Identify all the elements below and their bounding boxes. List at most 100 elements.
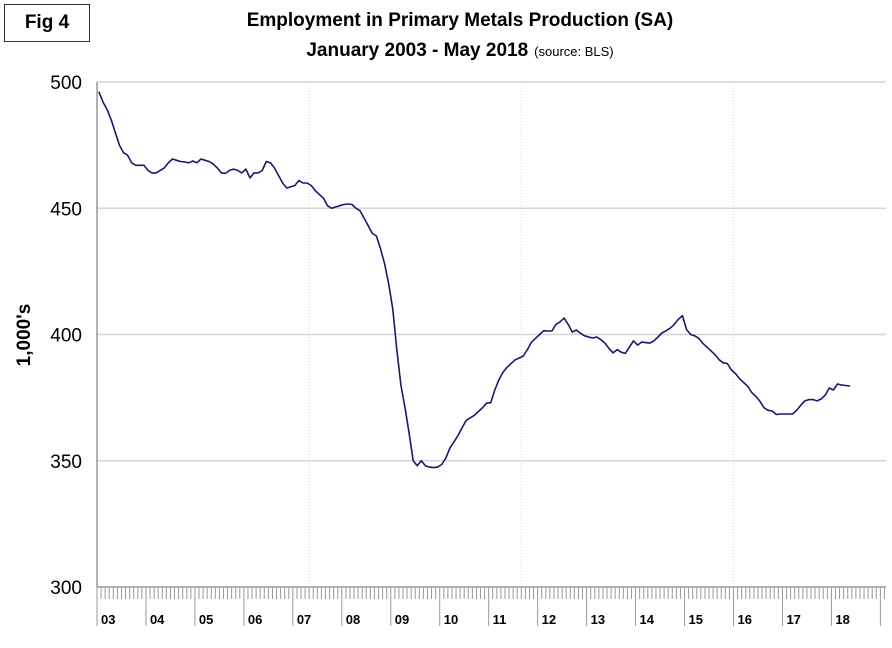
data-point — [575, 329, 577, 331]
x-tick-label: 13 — [591, 612, 605, 627]
data-point — [486, 402, 488, 404]
data-point — [559, 321, 561, 323]
data-point — [555, 323, 557, 325]
data-point — [698, 337, 700, 339]
x-tick-label: 08 — [346, 612, 360, 627]
data-point — [612, 352, 614, 354]
x-tick-label: 18 — [835, 612, 849, 627]
data-point — [604, 342, 606, 344]
data-point — [738, 378, 741, 380]
data-point — [420, 460, 422, 462]
data-point — [783, 413, 786, 415]
data-point — [330, 207, 333, 209]
x-tick-label: 14 — [640, 612, 655, 627]
data-point — [184, 161, 186, 163]
data-point — [269, 162, 271, 164]
data-point — [318, 193, 320, 195]
x-tick-label: 03 — [101, 612, 115, 627]
data-point — [645, 341, 647, 344]
data-point — [681, 314, 684, 317]
data-point — [714, 354, 716, 356]
data-point — [673, 323, 675, 325]
data-point — [836, 383, 839, 385]
y-axis-label: 1,000's — [14, 304, 35, 367]
data-point — [163, 167, 165, 169]
data-point — [608, 347, 610, 349]
y-tick-label: 500 — [50, 73, 82, 94]
data-point — [306, 182, 308, 184]
data-point — [102, 101, 104, 103]
data-point — [171, 158, 174, 160]
data-point — [641, 341, 643, 343]
data-point — [755, 395, 757, 397]
data-point — [343, 203, 345, 206]
data-point — [396, 349, 398, 351]
data-point — [804, 400, 806, 402]
data-point — [265, 160, 267, 163]
data-point — [840, 384, 843, 386]
data-point — [461, 427, 463, 429]
data-point — [490, 402, 492, 404]
data-point — [143, 164, 145, 166]
data-point — [592, 337, 594, 339]
data-point — [298, 179, 300, 182]
figure-label: Fig 4 — [4, 4, 90, 42]
data-point — [469, 417, 471, 419]
data-point — [147, 169, 149, 171]
data-point — [620, 351, 622, 353]
data-point — [694, 335, 696, 337]
data-point — [530, 341, 533, 343]
data-point — [326, 205, 329, 207]
data-point — [534, 337, 537, 339]
data-point — [404, 407, 406, 409]
data-point — [816, 400, 818, 402]
data-point — [388, 283, 390, 285]
data-point — [139, 164, 141, 166]
data-point — [498, 379, 500, 381]
data-point — [779, 413, 781, 415]
data-point — [98, 91, 100, 93]
data-point — [204, 159, 206, 161]
data-point — [551, 330, 553, 332]
chart-subtitle: January 2003 - May 2018 — [306, 40, 529, 61]
chart-source: (source: BLS) — [534, 44, 614, 59]
data-point — [787, 413, 790, 415]
data-point — [649, 342, 651, 344]
x-tick-label: 10 — [444, 612, 458, 627]
data-point — [800, 404, 802, 406]
data-point — [379, 248, 382, 250]
y-tick-label: 300 — [50, 578, 82, 599]
data-point — [290, 186, 292, 188]
data-point — [453, 441, 455, 443]
data-point — [355, 207, 357, 209]
data-point — [302, 182, 304, 184]
data-point — [690, 333, 692, 336]
data-point — [771, 410, 773, 412]
chart-title: Employment in Primary Metals Production … — [246, 10, 674, 31]
x-tick-label: 07 — [297, 612, 311, 627]
data-point — [514, 359, 516, 361]
data-point — [363, 217, 365, 219]
data-point — [657, 336, 659, 338]
data-point — [122, 152, 125, 154]
data-point — [106, 109, 108, 111]
data-point — [135, 164, 137, 166]
x-tick-label: 04 — [150, 612, 165, 627]
data-point — [526, 349, 529, 351]
data-point — [212, 163, 214, 165]
data-point — [339, 205, 341, 207]
data-point — [392, 308, 394, 310]
x-tick-label: 11 — [493, 612, 507, 627]
data-point — [375, 235, 378, 237]
data-point — [237, 169, 239, 171]
data-point — [126, 154, 129, 156]
data-point — [220, 172, 222, 174]
data-point — [636, 344, 639, 346]
data-point — [310, 184, 312, 187]
data-point — [188, 162, 190, 164]
data-point — [167, 162, 169, 164]
data-point — [685, 328, 688, 331]
data-point — [579, 332, 582, 334]
data-point — [547, 330, 549, 332]
